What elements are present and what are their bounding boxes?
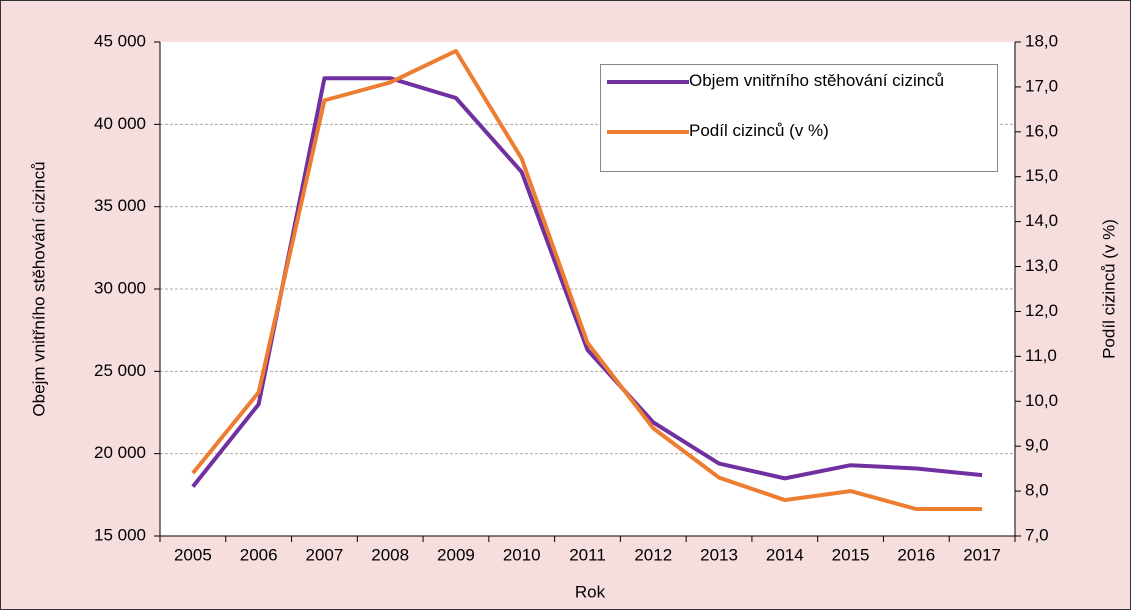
line-series (191, 76, 983, 488)
legend: Objem vnitřního stěhování cizinců Podíl c… (600, 64, 998, 172)
y2-tick-label: 7,0 (1025, 525, 1049, 544)
y-tick-label: 25 000 (94, 361, 146, 380)
x-tick-label: 2017 (963, 545, 1001, 564)
y2-tick-label: 17,0 (1025, 76, 1058, 95)
x-tick-label: 2005 (174, 545, 212, 564)
x-tick-label: 2011 (569, 545, 606, 564)
legend-label: Podíl cizinců (v %) (689, 121, 829, 140)
legend-item: Objem vnitřního stěhování cizinců (607, 71, 987, 91)
y2-tick-label: 9,0 (1025, 436, 1049, 455)
y2-axis-title: Podíl cizinců (v %) (1099, 219, 1118, 359)
legend-swatch (607, 80, 689, 84)
y-tick-label: 15 000 (94, 525, 146, 544)
y-tick-label: 20 000 (94, 443, 146, 462)
line-series (191, 48, 983, 512)
x-tick-label: 2014 (766, 545, 804, 564)
x-tick-label: 2016 (897, 545, 935, 564)
x-tick-label: 2008 (371, 545, 409, 564)
x-tick-label: 2006 (240, 545, 278, 564)
x-tick-label: 2007 (306, 545, 344, 564)
y-axis-title: Obejm vnitřního stěhování cizinců (29, 161, 48, 416)
x-tick-label: 2010 (503, 545, 541, 564)
y2-tick-label: 15,0 (1025, 166, 1058, 185)
y2-tick-label: 8,0 (1025, 481, 1049, 500)
y-tick-label: 30 000 (94, 278, 146, 297)
y2-tick-label: 14,0 (1025, 211, 1058, 230)
legend-swatch (607, 130, 689, 134)
y2-tick-label: 11,0 (1025, 346, 1057, 365)
legend-item: Podíl cizinců (v %) (607, 121, 987, 141)
y2-tick-label: 12,0 (1025, 301, 1058, 320)
x-tick-label: 2009 (437, 545, 475, 564)
y2-tick-label: 10,0 (1025, 391, 1058, 410)
y2-tick-label: 16,0 (1025, 121, 1058, 140)
x-axis-title: Rok (575, 582, 606, 601)
x-tick-label: 2012 (634, 545, 672, 564)
y-tick-label: 45 000 (94, 31, 146, 50)
x-tick-label: 2015 (832, 545, 870, 564)
y2-tick-label: 18,0 (1025, 31, 1058, 50)
y-tick-label: 40 000 (94, 114, 146, 133)
x-tick-label: 2013 (700, 545, 738, 564)
y2-tick-label: 13,0 (1025, 256, 1058, 275)
legend-label: Objem vnitřního stěhování cizinců (689, 71, 945, 90)
y-tick-label: 35 000 (94, 196, 146, 215)
